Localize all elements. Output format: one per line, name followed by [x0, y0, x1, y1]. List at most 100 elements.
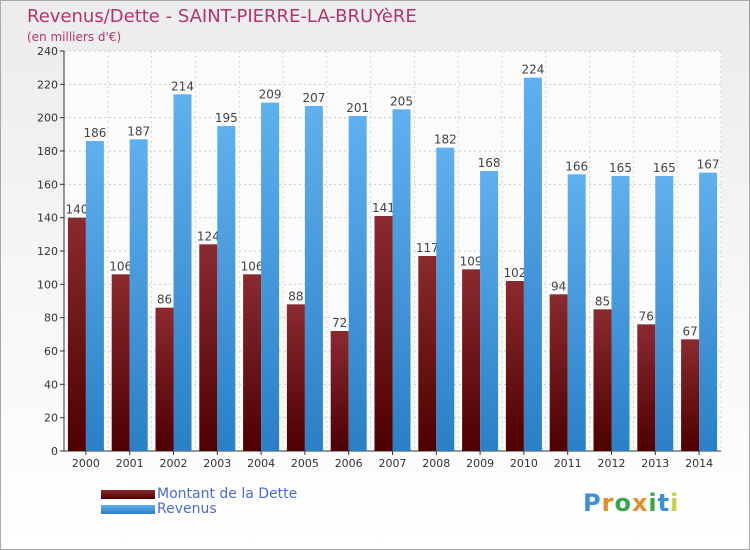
data-label-dette: 117 [416, 241, 439, 255]
logo-letter: i [648, 489, 658, 517]
bar-dette [418, 256, 437, 451]
bar-revenus [655, 176, 674, 451]
logo-letter: x [631, 489, 649, 517]
data-label-revenus: 201 [346, 101, 369, 115]
legend-item-revenus: Revenus [101, 502, 297, 517]
data-label-revenus: 187 [127, 124, 150, 138]
x-tick-label: 2003 [203, 457, 231, 470]
x-tick-label: 2012 [598, 457, 626, 470]
data-label-revenus: 167 [697, 158, 720, 172]
x-tick-label: 2007 [379, 457, 407, 470]
bar-revenus [129, 139, 148, 452]
data-label-revenus: 168 [478, 156, 501, 170]
data-label-revenus: 165 [609, 161, 632, 175]
data-label-dette: 106 [241, 259, 264, 273]
logo-letter: r [601, 489, 615, 517]
legend-label-dette: Montant de la Dette [157, 486, 298, 502]
bar-dette [549, 294, 568, 451]
data-label-revenus: 165 [653, 161, 676, 175]
y-tick-label: 40 [44, 378, 58, 391]
logo-letter: P [583, 489, 602, 517]
x-tick-label: 2010 [510, 457, 538, 470]
y-tick-label: 140 [37, 212, 58, 225]
x-tick-label: 2013 [641, 457, 669, 470]
data-label-dette: 86 [157, 293, 172, 307]
data-label-dette: 140 [65, 203, 88, 217]
legend-swatch-dette [101, 490, 155, 499]
bar-dette [67, 217, 86, 451]
y-tick-label: 80 [44, 312, 58, 325]
x-tick-label: 2011 [554, 457, 582, 470]
logo-letter: o [614, 489, 632, 517]
bar-revenus [392, 109, 411, 451]
data-label-dette: 67 [682, 324, 697, 338]
bar-revenus [173, 94, 192, 451]
data-label-dette: 109 [460, 254, 483, 268]
y-tick-label: 120 [37, 245, 58, 258]
legend-label-revenus: Revenus [157, 501, 217, 517]
data-label-revenus: 195 [215, 111, 238, 125]
legend-item-dette: Montant de la Dette [101, 487, 297, 502]
bar-revenus [348, 116, 367, 451]
x-tick-label: 2005 [291, 457, 319, 470]
bar-dette [681, 339, 700, 451]
bar-dette [243, 274, 262, 451]
bar-revenus [304, 106, 323, 451]
bar-revenus [217, 126, 236, 451]
x-tick-label: 2004 [247, 457, 275, 470]
bar-dette [593, 309, 612, 451]
bar-dette [111, 274, 130, 451]
y-tick-label: 60 [44, 345, 58, 358]
bar-revenus [85, 141, 104, 451]
legend-swatch-revenus [101, 505, 155, 514]
bar-dette [286, 304, 305, 451]
bar-dette [199, 244, 218, 451]
bar-dette [637, 324, 656, 451]
x-tick-label: 2008 [422, 457, 450, 470]
data-label-revenus: 182 [434, 133, 457, 147]
data-label-dette: 85 [595, 294, 610, 308]
chart-title: Revenus/Dette - SAINT-PIERRE-LA-BRUYèRE [27, 6, 417, 27]
bar-revenus [699, 172, 718, 451]
bar-revenus [611, 176, 630, 451]
bar-revenus [480, 171, 499, 451]
y-tick-label: 160 [37, 178, 58, 191]
data-label-dette: 76 [639, 309, 654, 323]
data-label-revenus: 207 [302, 91, 325, 105]
x-tick-label: 2006 [335, 457, 363, 470]
data-label-dette: 94 [551, 279, 566, 293]
logo-letter: t [657, 489, 671, 517]
y-tick-label: 200 [37, 112, 58, 125]
data-label-dette: 124 [197, 229, 220, 243]
data-label-dette: 88 [288, 289, 303, 303]
x-tick-label: 2000 [72, 457, 100, 470]
data-label-dette: 106 [109, 259, 132, 273]
chart-subtitle: (en milliers d'€) [27, 30, 122, 44]
bar-revenus [567, 174, 586, 452]
bar-revenus [261, 102, 280, 452]
y-tick-label: 20 [44, 412, 58, 425]
y-tick-label: 220 [37, 78, 58, 91]
data-label-revenus: 209 [259, 88, 282, 102]
bar-dette [374, 216, 393, 451]
x-tick-label: 2014 [685, 457, 713, 470]
data-label-dette: 72 [332, 316, 347, 330]
data-label-dette: 141 [372, 201, 395, 215]
data-label-revenus: 186 [83, 126, 106, 140]
bar-dette [462, 269, 481, 451]
data-label-revenus: 224 [521, 63, 544, 77]
bar-dette [505, 281, 524, 451]
y-tick-label: 180 [37, 145, 58, 158]
y-tick-label: 0 [51, 445, 58, 458]
x-tick-label: 2001 [116, 457, 144, 470]
bar-revenus [436, 147, 455, 451]
bar-dette [330, 331, 349, 451]
data-label-revenus: 166 [565, 159, 588, 173]
data-label-revenus: 205 [390, 94, 413, 108]
bar-revenus [523, 77, 542, 452]
data-label-revenus: 214 [171, 79, 194, 93]
x-tick-label: 2002 [160, 457, 188, 470]
bar-dette [155, 307, 174, 451]
